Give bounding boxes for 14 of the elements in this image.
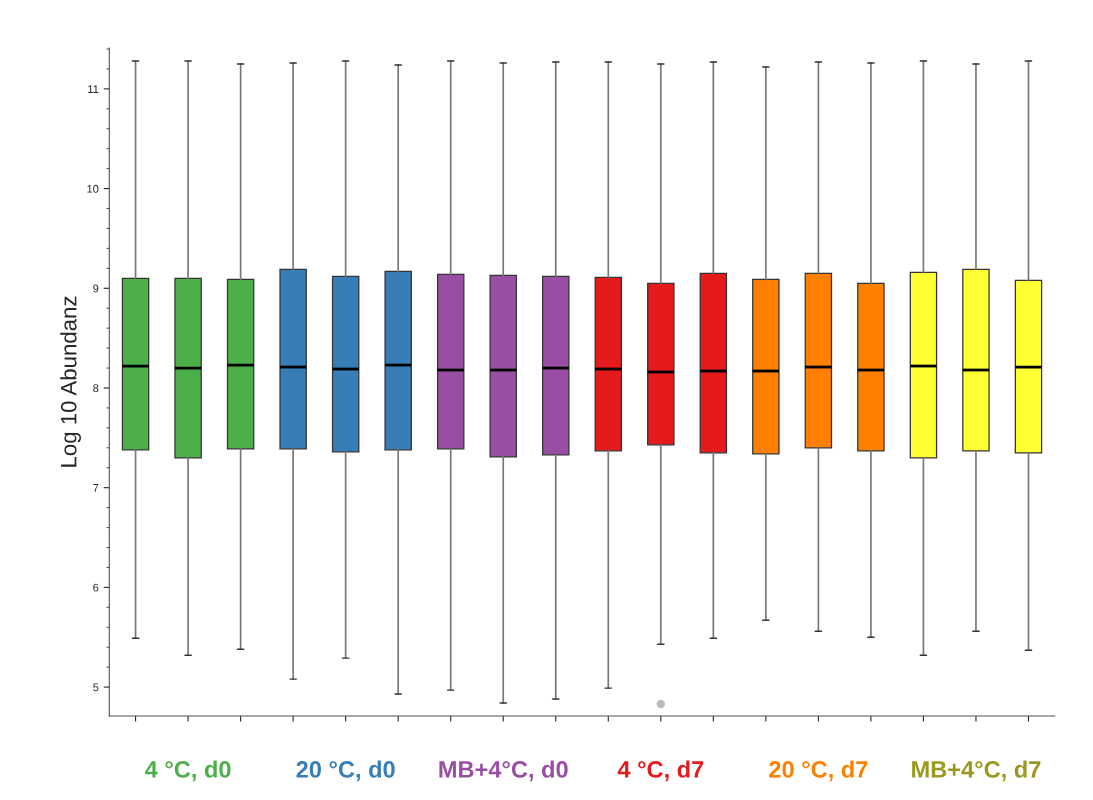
x-tick-label: 20 °C, d0 xyxy=(296,760,395,782)
y-tick-label: 5 xyxy=(93,683,99,692)
y-tick-label: 7 xyxy=(93,484,99,492)
y-tick-label: 6 xyxy=(93,583,99,592)
x-tick-label: 20 °C, d7 xyxy=(769,760,868,782)
y-axis-title: Log 10 Abundanz xyxy=(60,296,81,467)
y-tick-label: 11 xyxy=(88,85,99,93)
y-tick-label: 10 xyxy=(87,184,99,193)
y-tick-label: 8 xyxy=(93,384,99,393)
y-tick-label: 9 xyxy=(93,284,99,293)
x-tick-label: 4 °C, d0 xyxy=(145,760,231,782)
x-tick-label: MB+4°C, d7 xyxy=(912,760,1041,782)
x-tick-label: MB+4°C, d0 xyxy=(439,760,568,782)
x-tick-label: 4 °C, d7 xyxy=(617,760,704,782)
